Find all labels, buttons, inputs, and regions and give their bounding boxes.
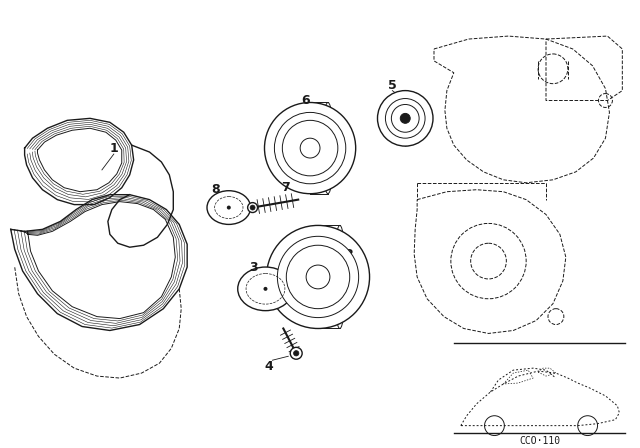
Circle shape (484, 416, 504, 435)
Circle shape (227, 206, 231, 210)
Circle shape (248, 202, 257, 212)
Circle shape (286, 245, 349, 309)
Circle shape (277, 236, 358, 318)
Text: 5: 5 (388, 79, 397, 92)
Circle shape (282, 121, 338, 176)
Text: 6: 6 (301, 94, 310, 107)
Circle shape (266, 225, 369, 328)
Circle shape (300, 138, 320, 158)
Ellipse shape (207, 191, 251, 224)
Circle shape (578, 416, 598, 435)
Ellipse shape (237, 267, 293, 310)
Circle shape (291, 347, 302, 359)
Circle shape (250, 205, 255, 210)
Text: 7: 7 (281, 181, 290, 194)
Circle shape (385, 99, 425, 138)
Text: CCO·110: CCO·110 (520, 435, 561, 445)
Text: 2: 2 (346, 248, 354, 261)
Circle shape (264, 103, 356, 194)
Circle shape (264, 287, 268, 291)
Text: 8: 8 (212, 183, 220, 196)
Circle shape (275, 112, 346, 184)
Text: 1: 1 (109, 142, 118, 155)
Circle shape (294, 351, 299, 356)
Circle shape (400, 113, 410, 123)
Circle shape (378, 90, 433, 146)
Ellipse shape (322, 103, 334, 194)
Ellipse shape (334, 225, 346, 328)
Circle shape (306, 265, 330, 289)
Text: 4: 4 (264, 360, 273, 373)
Text: 3: 3 (249, 261, 258, 274)
